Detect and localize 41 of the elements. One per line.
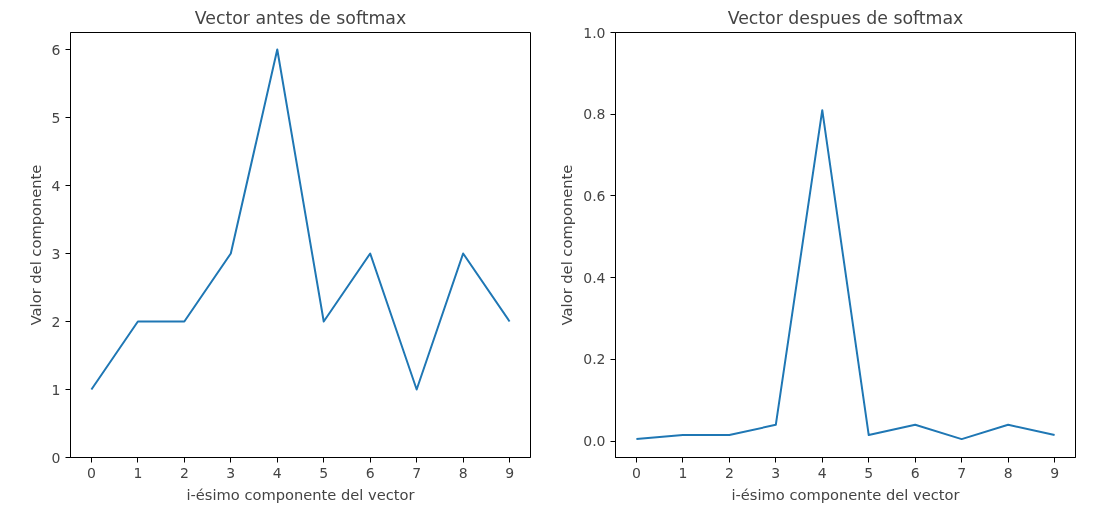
x-axis-title: i-ésimo componente del vector [731,485,961,503]
x-tick-label: 1 [678,464,688,481]
line-series [635,109,1056,441]
chart-title: Vector antes de softmax [194,7,407,28]
y-tick-label: 5 [51,109,61,126]
x-tick-label: 3 [771,464,781,481]
y-tick-label: 3 [51,245,61,262]
x-tick-label: 3 [226,464,236,481]
y-tick-label: 0 [51,449,61,466]
x-tick-label: 2 [724,464,734,481]
chart-title: Vector despues de softmax [727,7,964,28]
x-tick-label: 9 [505,464,515,481]
y-tick-label: 0.4 [583,269,606,286]
y-tick-label: 0.6 [583,187,606,204]
x-tick-label: 4 [272,464,282,481]
x-tick-label: 6 [365,464,375,481]
y-axis-title: Valor del componente [26,164,44,326]
x-tick-label: 0 [631,464,641,481]
x-tick-label: 7 [412,464,422,481]
y-tick-label: 0.8 [583,106,606,123]
y-tick-label: 6 [51,41,61,58]
x-tick-label: 6 [910,464,920,481]
y-tick-label: 1 [51,381,61,398]
line-series [90,48,511,391]
x-tick-label: 9 [1050,464,1060,481]
x-tick-label: 8 [458,464,468,481]
y-axis-title: Valor del componente [558,164,576,326]
y-tick-label: 1.0 [583,24,606,41]
x-tick-label: 0 [86,464,96,481]
x-tick-label: 5 [319,464,329,481]
x-tick-label: 1 [133,464,143,481]
x-tick-label: 7 [957,464,967,481]
x-axis-title: i-ésimo componente del vector [186,485,416,503]
x-tick-label: 2 [179,464,189,481]
x-tick-label: 5 [864,464,874,481]
x-tick-label: 4 [817,464,827,481]
y-tick-label: 4 [51,177,61,194]
x-tick-label: 8 [1003,464,1013,481]
y-tick-label: 0.0 [583,433,606,450]
y-tick-label: 2 [51,313,61,330]
y-tick-label: 0.2 [583,351,606,368]
